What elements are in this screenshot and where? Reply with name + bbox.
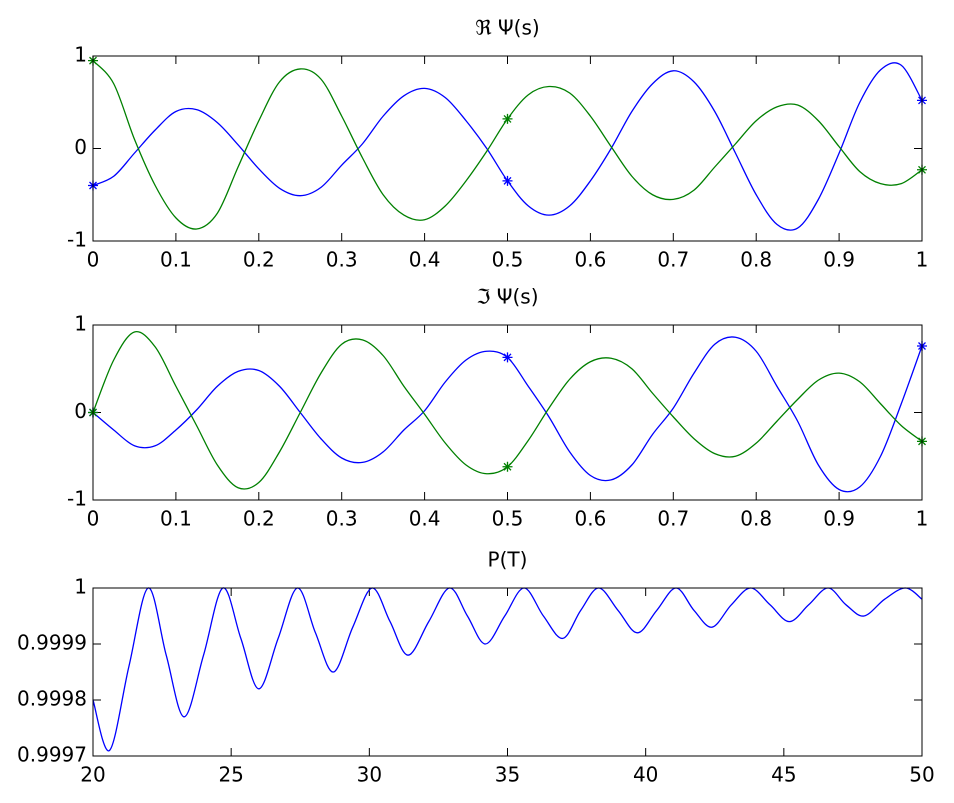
x-tick-label: 0.1 <box>160 248 192 272</box>
y-tick-label: 0.9997 <box>17 743 87 767</box>
x-tick-label: 0.6 <box>574 507 606 531</box>
x-tick-label: 0.9 <box>823 248 855 272</box>
x-tick-label: 1 <box>916 507 929 531</box>
x-tick-label: 0 <box>87 248 100 272</box>
x-tick-label: 0.8 <box>740 507 772 531</box>
x-tick-label: 0.4 <box>409 507 441 531</box>
x-tick-label: 0.3 <box>326 248 358 272</box>
y-tick-label: 1 <box>74 575 87 599</box>
x-tick-label: 0.7 <box>657 248 689 272</box>
x-tick-label: 0.5 <box>492 248 524 272</box>
axes-box <box>92 324 923 501</box>
x-tick-label: 0.8 <box>740 248 772 272</box>
x-tick-label: 30 <box>357 763 382 787</box>
x-tick-label: 0.7 <box>657 507 689 531</box>
x-tick-label: 0.3 <box>326 507 358 531</box>
x-tick-label: 1 <box>916 248 929 272</box>
star-marker <box>502 113 513 124</box>
x-tick-label: 45 <box>771 763 796 787</box>
star-marker <box>502 175 513 186</box>
series-line <box>92 587 923 752</box>
star-marker <box>502 352 513 363</box>
y-tick-label: 0.9998 <box>17 687 87 711</box>
x-tick-label: 50 <box>909 763 934 787</box>
x-tick-label: 0.5 <box>492 507 524 531</box>
x-tick-label: 0.2 <box>243 507 275 531</box>
y-tick-label: 1 <box>74 312 87 336</box>
subplot-title: P(T) <box>488 548 528 572</box>
y-tick-label: 0 <box>74 399 87 423</box>
y-tick-label: 1 <box>74 43 87 67</box>
x-tick-label: 20 <box>80 763 105 787</box>
x-tick-label: 40 <box>633 763 658 787</box>
axes-box <box>92 587 923 757</box>
x-tick-label: 0.6 <box>574 248 606 272</box>
y-tick-label: 0.9999 <box>17 631 87 655</box>
plot-area <box>93 325 922 500</box>
subplot-title: ℜ Ψ(s) <box>475 16 539 40</box>
y-tick-label: -1 <box>67 228 87 252</box>
x-tick-label: 0 <box>87 507 100 531</box>
x-tick-label: 0.2 <box>243 248 275 272</box>
plot-area <box>93 56 922 241</box>
x-tick-label: 0.4 <box>409 248 441 272</box>
star-marker <box>502 461 513 472</box>
y-tick-label: -1 <box>67 487 87 511</box>
subplot-title: ℑ Ψ(s) <box>476 285 538 309</box>
axes-box <box>92 55 923 242</box>
x-tick-label: 25 <box>218 763 243 787</box>
y-tick-label: 0 <box>74 135 87 159</box>
x-tick-label: 0.1 <box>160 507 192 531</box>
x-tick-label: 0.9 <box>823 507 855 531</box>
plot-area <box>93 588 922 756</box>
x-tick-label: 35 <box>495 763 520 787</box>
